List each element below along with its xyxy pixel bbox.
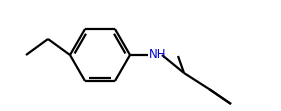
Text: NH: NH	[149, 49, 167, 61]
